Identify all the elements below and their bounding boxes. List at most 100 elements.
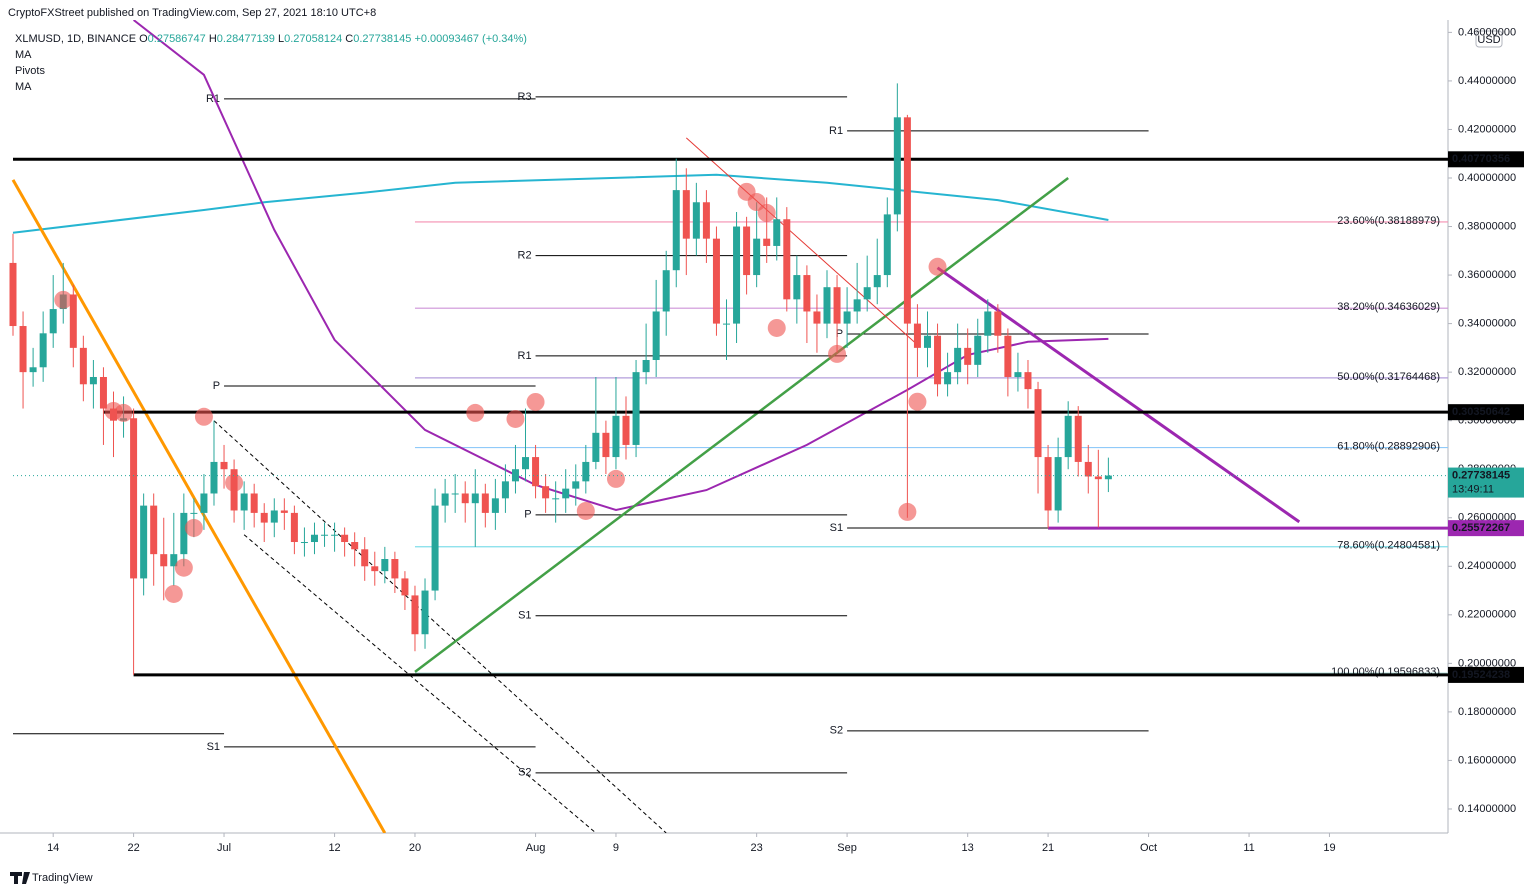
trendline [414, 177, 1069, 673]
candle-body [391, 559, 399, 579]
ohlc-value: 0.27058124 [284, 33, 342, 45]
y-tick-label: 0.40000000 [1458, 172, 1516, 184]
legend-ohlc: XLMUSD, 1D, BINANCE O0.27586747 H0.28477… [15, 33, 527, 45]
candle-body [773, 219, 781, 246]
candle-body [672, 190, 680, 271]
candle-body [180, 512, 188, 555]
ohlc-value: 0.28477139 [217, 33, 275, 45]
marker [174, 558, 193, 577]
candle-body [803, 275, 811, 312]
candle-body [381, 559, 389, 572]
candle-body [441, 493, 449, 506]
candle-body [632, 372, 640, 445]
y-tick-label: 0.14000000 [1458, 803, 1516, 815]
candle-body [682, 190, 690, 239]
candle-body [903, 117, 911, 324]
candle-body [813, 311, 821, 324]
pivot-label: R2 [518, 250, 532, 262]
candle-body [1094, 476, 1102, 480]
x-tick-label: Jul [217, 842, 231, 854]
candle-body [290, 512, 298, 543]
x-tick-label: Aug [526, 842, 546, 854]
candle-body [723, 323, 730, 325]
candle-body [501, 481, 509, 499]
level-tag [1448, 520, 1524, 537]
marker [225, 473, 244, 492]
last-price-label: 0.27738145 [1452, 469, 1510, 481]
marker [928, 257, 947, 276]
candle-body [702, 202, 710, 239]
candle-body [642, 360, 650, 373]
candle-body [511, 469, 519, 482]
footer-logo [10, 872, 30, 884]
candle-body [853, 299, 861, 312]
candle-body [1084, 461, 1092, 477]
candle-body [532, 457, 540, 487]
x-tick-label: 19 [1323, 842, 1335, 854]
candle-body [944, 372, 952, 385]
candle-body [351, 542, 359, 550]
pivot-label: S1 [207, 741, 220, 753]
marker [184, 518, 203, 537]
candle-body [1054, 457, 1062, 511]
y-tick-label: 0.20000000 [1458, 657, 1516, 669]
y-tick-label: 0.22000000 [1458, 609, 1516, 621]
candle-body [411, 595, 419, 635]
candle-body [733, 226, 741, 324]
candle-body [19, 326, 27, 373]
marker [466, 403, 485, 422]
candle-body [481, 493, 489, 513]
pivot-label: R1 [518, 350, 532, 362]
countdown-label: 13:49:11 [1452, 483, 1494, 495]
candle-body [401, 578, 409, 596]
level-tag-label: 0.30350642 [1452, 406, 1510, 418]
candle-body [883, 214, 891, 276]
publish-header: CryptoFXStreet published on TradingView.… [8, 7, 376, 19]
level-tag-label: 0.40770356 [1452, 153, 1510, 165]
fib-label: 78.60%(0.24804581) [1337, 540, 1440, 552]
y-tick-label: 0.24000000 [1458, 560, 1516, 572]
y-tick-label: 0.18000000 [1458, 706, 1516, 718]
ohlc-label: H [209, 33, 217, 45]
candle-body [763, 238, 771, 246]
fib-label: 23.60%(0.38188979) [1337, 215, 1440, 227]
candle-body [220, 461, 228, 470]
y-tick-label: 0.34000000 [1458, 318, 1516, 330]
pivot-label: P [213, 380, 220, 392]
candle-body [280, 510, 288, 513]
candle-body [913, 323, 921, 348]
level-tag-label: 0.19524238 [1452, 669, 1510, 681]
candle-body [170, 554, 178, 567]
candle-body [893, 117, 901, 215]
candle-body [562, 488, 570, 499]
ohlc-label: C [345, 33, 353, 45]
candle-body [1104, 475, 1112, 480]
candle-body [783, 219, 791, 300]
candle-body [753, 238, 761, 276]
candle-body [592, 432, 600, 462]
candle-body [552, 498, 560, 500]
candle-body [421, 590, 429, 635]
ohlc-label: O [139, 33, 148, 45]
pivot-label: S2 [830, 725, 843, 737]
ohlc-label: L [278, 33, 284, 45]
marker [194, 407, 213, 426]
candle-body [39, 333, 47, 368]
candle-body [622, 415, 630, 445]
candle-body [582, 461, 590, 482]
x-tick-label: Sep [837, 842, 857, 854]
pivot-label: R3 [518, 91, 532, 103]
candle-body [361, 549, 369, 567]
candle-body [150, 505, 158, 555]
candle-body [572, 481, 580, 489]
trendline [685, 137, 918, 346]
level-tag [1448, 666, 1524, 683]
candle-body [994, 311, 1002, 336]
candle-body [984, 311, 992, 336]
candle-body [99, 376, 107, 409]
currency-badge[interactable] [1475, 30, 1503, 48]
indicator-label: MA [15, 49, 32, 61]
candle-body [29, 367, 37, 373]
candle-body [1024, 372, 1032, 390]
